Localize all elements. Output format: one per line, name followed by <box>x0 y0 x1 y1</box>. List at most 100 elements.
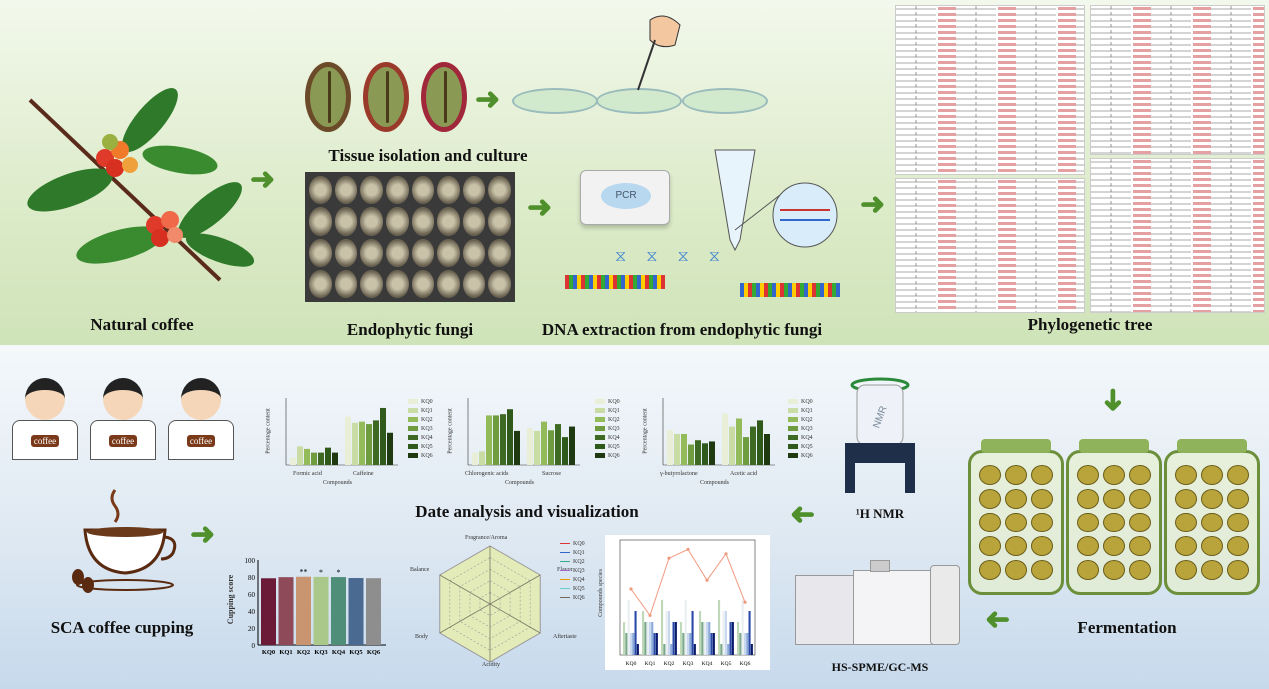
legend-item: KQ6 <box>595 452 620 461</box>
bar <box>636 644 639 655</box>
legend-item: KQ6 <box>560 594 585 603</box>
bar <box>743 633 746 655</box>
bar <box>387 432 393 465</box>
bar <box>311 452 317 465</box>
line-series <box>630 548 746 617</box>
bar <box>667 611 670 655</box>
bar <box>712 633 715 655</box>
bar <box>623 622 626 655</box>
legend-item: KQ3 <box>560 567 585 576</box>
legend-item: KQ6 <box>788 452 813 461</box>
coffee-bean-icon <box>363 62 409 132</box>
bar <box>562 437 568 465</box>
coffee-cup-icon <box>72 489 177 593</box>
label-natural-coffee: Natural coffee <box>90 315 194 334</box>
bar <box>689 633 692 655</box>
nmr-chart-2: Chlorogenic acids Sucrose Compounds Perc… <box>448 393 585 488</box>
bar <box>718 600 721 655</box>
y-axis-label: Percentage content <box>642 408 649 454</box>
nmr-legend-2: KQ0 KQ1 KQ2 KQ3 KQ4 KQ5 KQ6 <box>595 398 620 461</box>
shirt-text: coffee <box>186 435 216 447</box>
significance-marker: * <box>319 568 323 577</box>
bar <box>731 622 734 655</box>
legend-item: KQ3 <box>408 425 433 434</box>
bar <box>699 611 702 655</box>
bar <box>325 447 331 465</box>
petri-dish-icon <box>682 88 768 114</box>
cupping-bars: 0 20 40 60 80 100 KQ0 KQ1 KQ2 ** KQ3 * KQ4 * KQ5 KQ6 <box>245 557 386 656</box>
petri-dish-icon <box>512 88 598 114</box>
arrow-right-icon: ➜ <box>475 83 501 116</box>
legend-item: KQ1 <box>408 407 433 416</box>
bar <box>674 622 677 655</box>
arrow-right-icon: ➜ <box>860 188 886 221</box>
bar <box>569 426 575 465</box>
x-tick-label: KQ3 <box>314 649 328 656</box>
arrow-left-icon: ➜ <box>790 498 816 531</box>
x-category-label: Sucrose <box>542 471 561 477</box>
y-tick-label: 100 <box>245 557 256 565</box>
bar <box>534 430 540 465</box>
bar <box>651 622 654 655</box>
bar <box>741 600 744 655</box>
radar-axis-label: Aftertaste <box>553 634 577 640</box>
radar-chart: Fragrance/Aroma Flavor Aftertaste Acidit… <box>405 532 580 672</box>
fermentation-jar <box>1164 439 1260 595</box>
radar-axis-label: Acidity <box>482 662 500 668</box>
nmr-spectrometer-icon: NMR <box>845 377 915 493</box>
bar <box>703 622 706 655</box>
line-point <box>724 552 728 556</box>
line-point <box>743 600 747 604</box>
bar <box>555 424 561 465</box>
x-tick-label: KQ2 <box>664 661 675 667</box>
bar <box>710 633 713 655</box>
bar <box>500 414 506 465</box>
legend-item: KQ1 <box>788 407 813 416</box>
bar <box>318 452 324 465</box>
tasters-illustration: coffee coffee coffee <box>12 378 242 473</box>
significance-marker: ** <box>300 568 308 577</box>
legend-item: KQ2 <box>595 416 620 425</box>
shirt-text: coffee <box>30 435 60 447</box>
compounds-combo-chart: KQ0 KQ1 KQ2 KQ3 KQ4 KQ5 KQ6 Compounds species <box>598 535 770 670</box>
bar <box>646 622 649 655</box>
legend-item: KQ5 <box>408 443 433 452</box>
bar <box>373 420 379 465</box>
bar <box>648 622 651 655</box>
dna-strand-icon <box>740 283 840 297</box>
gc-ms-instrument-icon <box>795 560 965 645</box>
y-tick-label: 20 <box>248 625 256 633</box>
bar <box>634 611 637 655</box>
bar <box>348 578 364 645</box>
legend-item: KQ6 <box>408 452 433 461</box>
bar <box>670 644 673 655</box>
bar <box>486 415 492 465</box>
radar-axis-label: Body <box>415 634 429 640</box>
legend-item: KQ3 <box>595 425 620 434</box>
arrow-right-icon: ➜ <box>190 518 216 551</box>
label-data-analysis: Date analysis and visualization <box>415 502 639 521</box>
x-axis-label: Compounds <box>505 480 535 486</box>
x-category-label: Formic acid <box>293 471 322 477</box>
x-tick-label: KQ3 <box>683 661 694 667</box>
bar <box>332 452 338 465</box>
label-phylogenetic-tree: Phylogenetic tree <box>1027 315 1153 334</box>
bar <box>701 622 704 655</box>
legend-item: KQ0 <box>788 398 813 407</box>
bar <box>627 600 630 655</box>
y-axis-label: Compounds species <box>597 569 604 617</box>
bar <box>661 600 664 655</box>
line-point <box>686 547 690 551</box>
label-sca-cupping: SCA coffee cupping <box>50 618 194 637</box>
bar <box>705 622 708 655</box>
x-tick-label: KQ1 <box>645 661 656 667</box>
phylogenetic-tree-c <box>1090 5 1265 155</box>
x-tick-label: KQ0 <box>626 661 637 667</box>
hand-with-inoculating-loop-icon <box>637 15 681 91</box>
y-axis-label: Cupping score <box>226 574 236 625</box>
bar <box>297 446 303 465</box>
bar <box>380 407 386 465</box>
x-category-label: Chlorogenic acids <box>465 471 509 477</box>
bar <box>691 611 694 655</box>
x-category-label: Caffeine <box>353 471 374 477</box>
